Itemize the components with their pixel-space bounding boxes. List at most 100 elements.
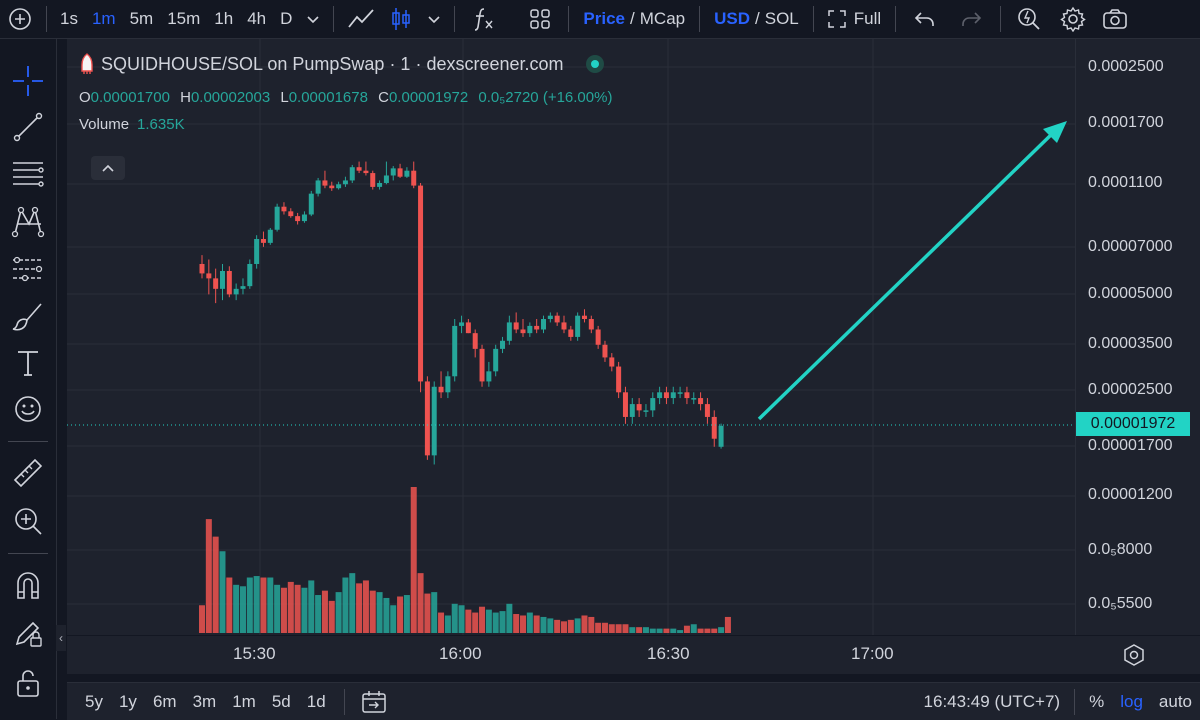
candle-body bbox=[254, 238, 260, 264]
volume-bars bbox=[199, 487, 731, 633]
price-axis[interactable]: 0.0002500 0.0001700 0.0001100 0.00007000… bbox=[1075, 39, 1200, 635]
log-scale-toggle[interactable]: log bbox=[1120, 691, 1143, 711]
add-symbol-icon[interactable] bbox=[0, 0, 40, 38]
chart-pane[interactable]: SQUIDHOUSE/SOL on PumpSwap · 1 · dexscre… bbox=[67, 39, 1075, 635]
volume-bar bbox=[219, 551, 226, 633]
candle-body bbox=[534, 325, 540, 330]
crosshair-icon[interactable] bbox=[8, 61, 48, 101]
toggle-slash: / bbox=[630, 9, 635, 28]
volume-bar bbox=[636, 627, 643, 633]
indicators-fx-icon[interactable] bbox=[461, 0, 505, 38]
zoom-in-icon[interactable] bbox=[8, 501, 48, 541]
unlock-icon[interactable] bbox=[8, 663, 48, 703]
volume-bar bbox=[403, 595, 410, 633]
clock-timezone[interactable]: 16:43:49 (UTC+7) bbox=[923, 691, 1061, 711]
percent-scale-toggle[interactable]: % bbox=[1089, 691, 1105, 711]
trend-line-icon[interactable] bbox=[8, 107, 48, 147]
toolbar-divider bbox=[812, 6, 814, 32]
interval-d[interactable]: D bbox=[280, 9, 293, 28]
collapse-toolbar-handle[interactable]: ‹ bbox=[56, 625, 66, 651]
magnet-icon[interactable] bbox=[8, 565, 48, 605]
interval-4h[interactable]: 4h bbox=[247, 9, 267, 28]
interval-1m[interactable]: 1m bbox=[91, 9, 116, 28]
fib-retracement-icon[interactable] bbox=[8, 153, 48, 193]
volume-bar bbox=[458, 605, 465, 633]
forecast-tool-icon[interactable] bbox=[8, 249, 48, 289]
candle-body bbox=[240, 286, 246, 289]
usd-option[interactable]: USD bbox=[714, 9, 751, 28]
snapshot-camera-icon[interactable] bbox=[1095, 0, 1135, 38]
price-chart[interactable] bbox=[67, 39, 1075, 635]
auto-scale-toggle[interactable]: auto bbox=[1158, 691, 1192, 711]
layout-grid-icon[interactable] bbox=[518, 0, 562, 38]
volume-bar bbox=[690, 624, 697, 633]
volume-bar bbox=[397, 596, 404, 633]
price-tick: 0.0₅5500 bbox=[1088, 595, 1153, 612]
volume-value: 1.635K bbox=[137, 116, 185, 133]
high-value: 0.00002003 bbox=[190, 89, 271, 106]
interval-1h[interactable]: 1h bbox=[214, 9, 234, 28]
price-mcap-toggle[interactable]: Price / MCap bbox=[575, 0, 693, 38]
sol-option[interactable]: SOL bbox=[764, 9, 799, 28]
toolbar-divider bbox=[333, 6, 335, 32]
redo-icon[interactable] bbox=[948, 0, 994, 38]
interval-15m[interactable]: 15m bbox=[167, 9, 201, 28]
brush-icon[interactable] bbox=[8, 297, 48, 337]
volume-bar bbox=[444, 615, 451, 633]
range-6m[interactable]: 6m bbox=[152, 691, 177, 711]
range-5d[interactable]: 5d bbox=[271, 691, 291, 711]
volume-bar bbox=[724, 616, 731, 633]
currency-toggle[interactable]: USD / SOL bbox=[706, 0, 807, 38]
volume-bar bbox=[567, 619, 574, 633]
range-1m[interactable]: 1m bbox=[232, 691, 256, 711]
volume-bar bbox=[533, 615, 540, 633]
price-option[interactable]: Price bbox=[583, 9, 626, 28]
lock-drawings-icon[interactable] bbox=[8, 613, 48, 653]
ruler-icon[interactable] bbox=[8, 453, 48, 493]
volume-label: Volume bbox=[79, 116, 130, 133]
candle-body bbox=[267, 229, 273, 243]
volume-bar bbox=[349, 573, 356, 633]
quick-search-icon[interactable] bbox=[1007, 0, 1051, 38]
price-tick: 0.00001200 bbox=[1088, 486, 1173, 503]
time-axis[interactable]: 15:30 16:00 16:30 17:00 bbox=[67, 636, 1200, 674]
chart-type-dropdown-icon[interactable] bbox=[420, 0, 448, 38]
candle-body bbox=[677, 392, 683, 394]
time-tick: 16:30 bbox=[647, 644, 690, 663]
volume-bar bbox=[212, 536, 219, 633]
candle-body bbox=[356, 167, 362, 171]
axis-settings-icon[interactable] bbox=[1123, 644, 1145, 671]
candle-body bbox=[336, 184, 342, 189]
price-tick: 0.0002500 bbox=[1088, 58, 1164, 75]
undo-icon[interactable] bbox=[902, 0, 948, 38]
interval-dropdown-icon[interactable] bbox=[299, 0, 327, 38]
go-to-date-icon[interactable] bbox=[355, 690, 393, 714]
price-tick: 0.00001700 bbox=[1088, 437, 1173, 454]
volume-bar bbox=[642, 627, 649, 633]
settings-gear-icon[interactable] bbox=[1051, 0, 1095, 38]
range-3m[interactable]: 3m bbox=[192, 691, 217, 711]
toggle-slash: / bbox=[755, 9, 760, 28]
candle-body bbox=[363, 170, 369, 174]
pattern-icon[interactable] bbox=[8, 201, 48, 241]
text-tool-icon[interactable] bbox=[8, 343, 48, 383]
time-tick: 15:30 bbox=[233, 644, 276, 663]
interval-1s[interactable]: 1s bbox=[60, 9, 78, 28]
emoji-icon[interactable] bbox=[8, 389, 48, 429]
legend-collapse-button[interactable] bbox=[91, 156, 125, 180]
line-chart-icon[interactable] bbox=[340, 0, 382, 38]
volume-bar bbox=[622, 624, 629, 633]
mcap-option[interactable]: MCap bbox=[639, 9, 686, 28]
volume-bar bbox=[547, 618, 554, 633]
volume-bar bbox=[315, 595, 322, 633]
fullscreen-button[interactable]: Full bbox=[820, 0, 889, 38]
candle-body bbox=[377, 182, 383, 187]
volume-bar bbox=[663, 628, 670, 633]
candles-icon[interactable] bbox=[382, 0, 420, 38]
range-1d[interactable]: 1d bbox=[306, 691, 326, 711]
symbol-title[interactable]: SQUIDHOUSE/SOL on PumpSwap · 1 · dexscre… bbox=[101, 53, 564, 74]
range-5y[interactable]: 5y bbox=[85, 691, 103, 711]
candle-body bbox=[383, 175, 389, 183]
range-1y[interactable]: 1y bbox=[118, 691, 137, 711]
interval-5m[interactable]: 5m bbox=[129, 9, 154, 28]
